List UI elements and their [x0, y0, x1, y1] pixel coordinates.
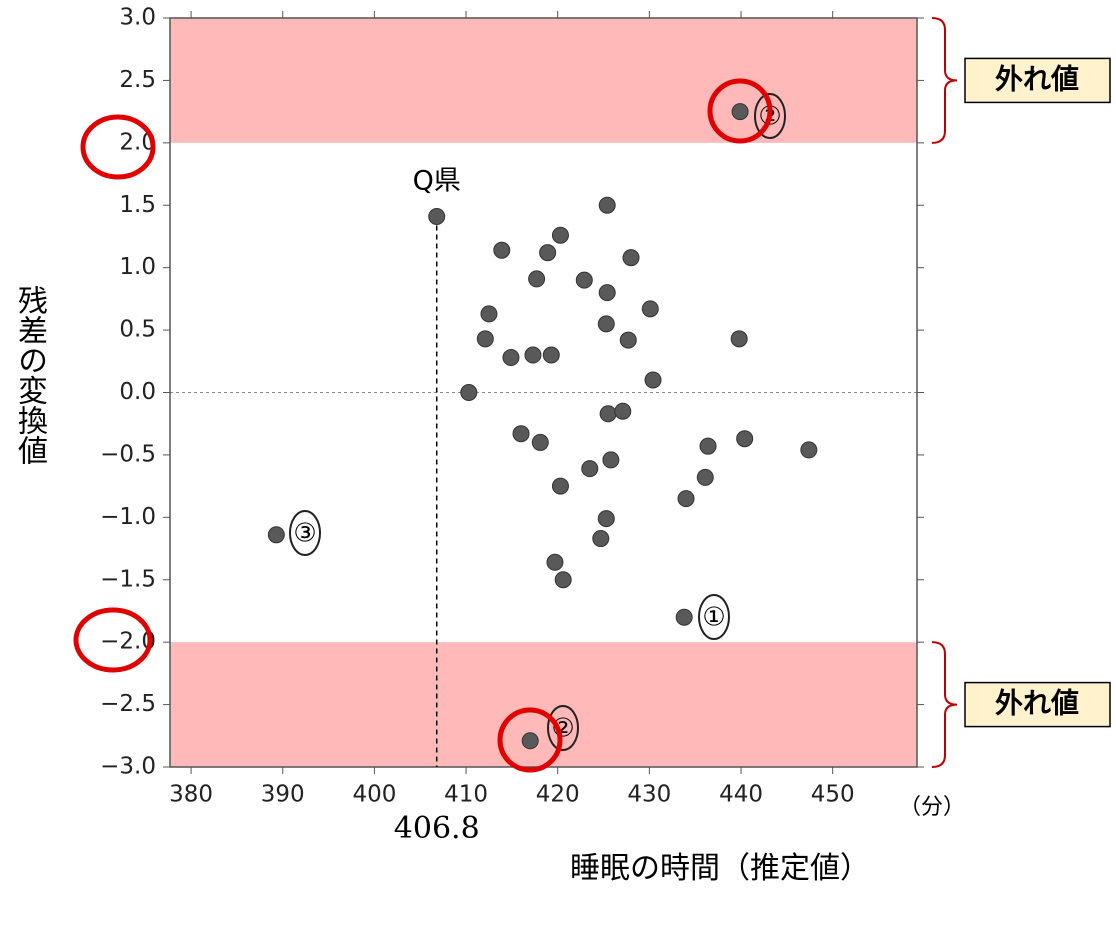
x-tick-label: 380: [169, 782, 213, 808]
reference-name: Q県: [413, 166, 461, 197]
point: [542, 346, 560, 364]
y-axis-label: 残差の変換値: [12, 285, 48, 465]
label-ring: [547, 705, 579, 751]
point-label: ②: [551, 714, 574, 744]
y-tick-label: −1.5: [100, 566, 156, 592]
point: [267, 526, 285, 544]
outlier-band: [170, 18, 917, 143]
point: [528, 270, 546, 288]
highlight: [707, 78, 773, 144]
x-tick-label: 440: [719, 782, 763, 808]
point: [575, 271, 593, 289]
point: [597, 510, 615, 528]
point: [480, 305, 498, 323]
point: [644, 371, 662, 389]
y-tick-label: −0.5: [100, 441, 156, 467]
point: [598, 284, 616, 302]
x-tick-label: 400: [352, 782, 396, 808]
reference-value: 406.8: [394, 811, 480, 846]
point: [460, 384, 478, 401]
point: [730, 330, 748, 348]
point: [551, 226, 569, 244]
y-tick-label: −1.0: [100, 504, 156, 530]
point: [554, 571, 572, 589]
point: [736, 430, 754, 448]
point: [524, 346, 542, 364]
point: [521, 732, 539, 750]
label-ring: [754, 93, 786, 139]
x-tick-label: 450: [811, 782, 855, 808]
point: [800, 441, 818, 459]
point: [598, 196, 616, 214]
highlight: [73, 607, 153, 673]
point: [599, 405, 617, 423]
y-tick-label: 2.5: [119, 67, 156, 93]
y-tick-label: 1.5: [119, 192, 156, 218]
point: [641, 300, 659, 318]
y-tick-label: −2.5: [100, 691, 156, 717]
y-tick-label: 3.0: [119, 5, 156, 31]
x-unit: （分）: [899, 795, 965, 820]
point: [502, 349, 520, 367]
point: [675, 608, 693, 626]
point: [614, 402, 632, 420]
label-ring: [289, 510, 321, 556]
point: [531, 433, 549, 451]
point: [699, 437, 717, 455]
point: [551, 477, 569, 495]
point: [493, 241, 511, 259]
point: [696, 468, 714, 486]
callout-box: [964, 57, 1111, 104]
brace: [931, 641, 958, 768]
highlight: [80, 114, 156, 180]
y-tick-label: 1.0: [119, 254, 156, 280]
outlier-band: [170, 642, 917, 767]
point: [677, 490, 695, 508]
callout-label: 外れ値: [995, 687, 1079, 720]
point: [581, 460, 599, 478]
y-tick-label: 0.0: [119, 379, 156, 405]
point: [512, 425, 530, 443]
callout-label: 外れ値: [995, 62, 1079, 95]
point: [602, 451, 620, 469]
y-tick-label: −3.0: [100, 754, 156, 780]
point: [731, 103, 749, 121]
point: [428, 207, 446, 225]
x-tick-label: 420: [536, 782, 580, 808]
x-tick-label: 430: [627, 782, 671, 808]
y-tick-label: 0.5: [119, 317, 156, 343]
point: [597, 315, 615, 333]
point: [592, 530, 610, 548]
x-tick-label: 390: [261, 782, 305, 808]
x-axis-label: 睡眠の時間（推定値）: [570, 851, 870, 886]
label-ring: [698, 594, 730, 640]
callout-box: [964, 681, 1111, 728]
point: [619, 331, 637, 349]
point: [476, 330, 494, 348]
point: [546, 553, 564, 571]
point-label: ①: [702, 603, 725, 633]
brace: [931, 17, 958, 144]
x-tick-label: 410: [444, 782, 488, 808]
point-label: ③: [293, 519, 316, 549]
point: [622, 249, 640, 267]
point: [539, 244, 557, 262]
highlight: [497, 707, 563, 773]
